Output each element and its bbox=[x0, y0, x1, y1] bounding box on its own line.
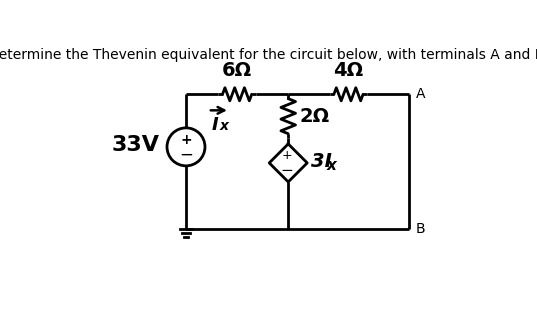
Text: +: + bbox=[180, 132, 192, 147]
Text: 2Ω: 2Ω bbox=[300, 107, 330, 126]
Text: B: B bbox=[416, 222, 426, 236]
Text: 4Ω: 4Ω bbox=[333, 61, 364, 80]
Text: Determine the Thevenin equivalent for the circuit below, with terminals A and B:: Determine the Thevenin equivalent for th… bbox=[0, 48, 537, 62]
Text: −: − bbox=[280, 163, 293, 178]
Text: −: − bbox=[179, 145, 193, 163]
Text: I: I bbox=[212, 116, 219, 134]
Text: A: A bbox=[416, 87, 425, 101]
Text: +: + bbox=[281, 149, 292, 162]
Text: x: x bbox=[327, 158, 337, 172]
Text: x: x bbox=[220, 119, 229, 133]
Text: 33V: 33V bbox=[112, 135, 159, 156]
Text: 6Ω: 6Ω bbox=[222, 61, 252, 80]
Text: 3I: 3I bbox=[311, 152, 332, 171]
